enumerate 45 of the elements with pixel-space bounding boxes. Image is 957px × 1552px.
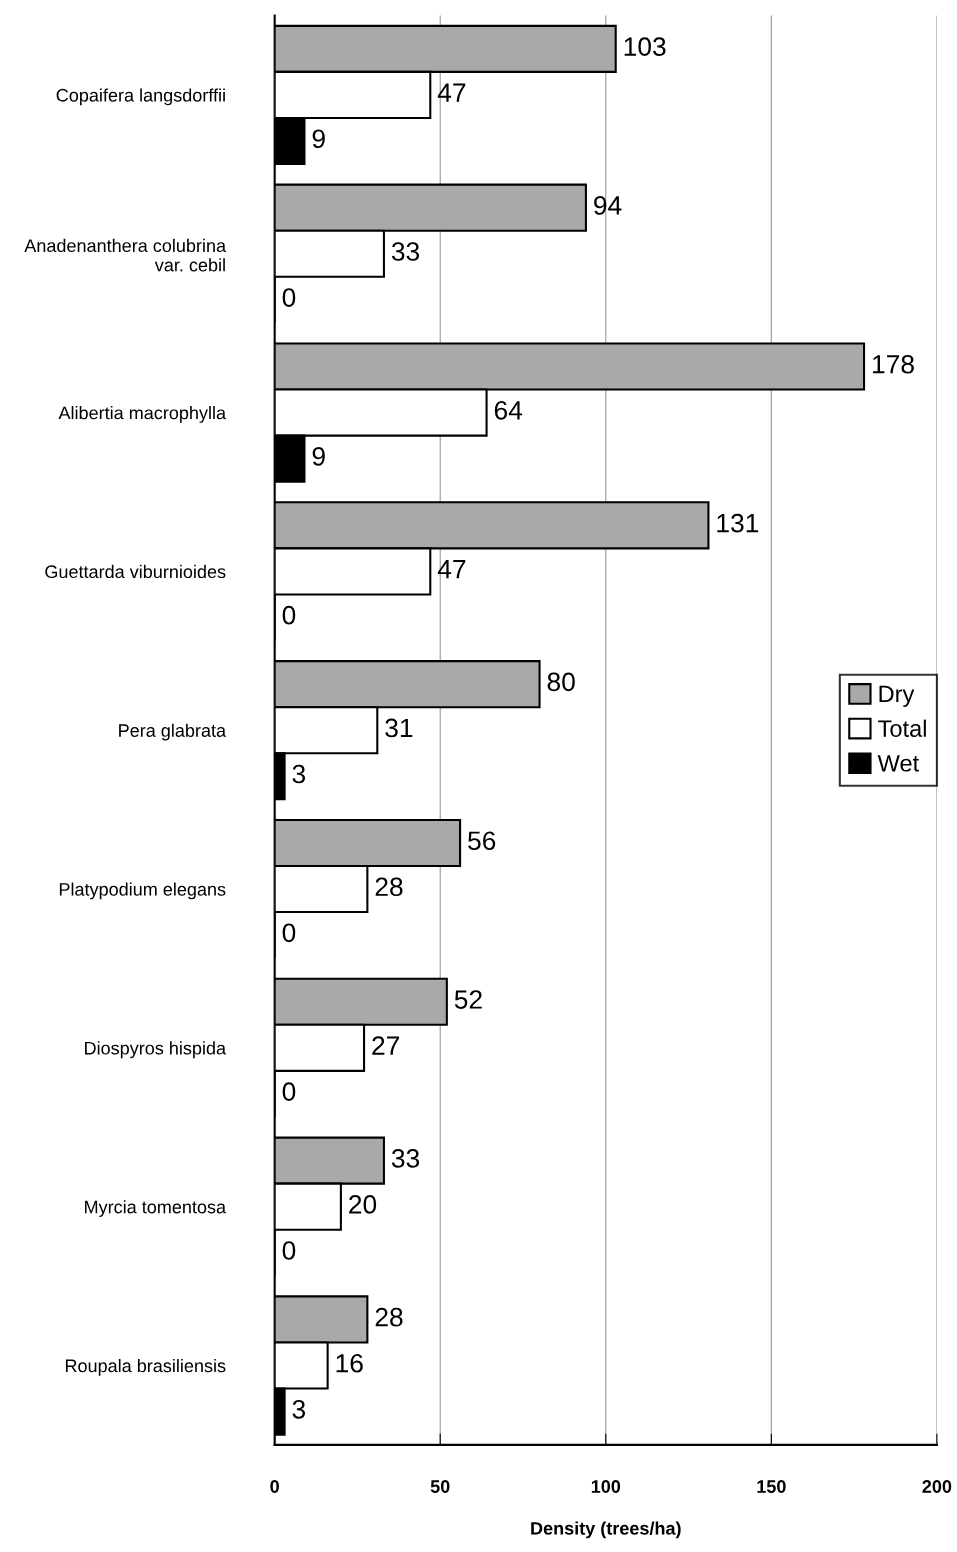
y-tick-label: Diospyros hispida bbox=[85, 1041, 227, 1059]
y-tick-label: Guettarda viburnioides bbox=[45, 564, 226, 579]
y-tick-label: Myrcia tomentosa bbox=[85, 1200, 227, 1217]
y-tick-label: Pera glabrata bbox=[119, 723, 227, 741]
y-tick-label: Platypodium elegans bbox=[59, 882, 226, 900]
data-label: 28 bbox=[375, 877, 403, 897]
y-tick-label: Copaifera langsdorffii bbox=[56, 88, 225, 106]
data-label: 31 bbox=[385, 718, 413, 738]
data-label: 47 bbox=[437, 560, 466, 579]
y-tick-label: Anadenanthera colubrina var. cebil bbox=[24, 238, 227, 272]
y-tick-label: Alibertia macrophylla bbox=[58, 406, 227, 423]
legend-label: Total bbox=[878, 719, 926, 737]
x-axis-title: Density (trees/ha) bbox=[531, 1521, 681, 1539]
data-label: 9 bbox=[312, 129, 325, 149]
data-label: 94 bbox=[594, 196, 622, 215]
data-label: 20 bbox=[349, 1195, 377, 1214]
data-label: 0 bbox=[282, 923, 296, 943]
data-label: 28 bbox=[375, 1307, 403, 1327]
data-label: 56 bbox=[468, 831, 496, 851]
data-label: 16 bbox=[336, 1353, 363, 1373]
data-label: 178 bbox=[873, 354, 914, 374]
x-tick-label: 200 bbox=[922, 1480, 952, 1493]
data-label: 47 bbox=[437, 83, 466, 102]
data-label: 0 bbox=[282, 1241, 296, 1260]
data-label: 103 bbox=[624, 37, 666, 56]
x-tick-label: 0 bbox=[270, 1480, 279, 1493]
data-label: 64 bbox=[494, 400, 523, 420]
data-label: 131 bbox=[717, 513, 759, 533]
data-label: 52 bbox=[454, 990, 482, 1009]
data-label: 0 bbox=[282, 288, 296, 307]
data-label: 0 bbox=[282, 605, 296, 625]
legend-label: Dry bbox=[879, 685, 915, 707]
x-tick-label: 100 bbox=[591, 1480, 621, 1493]
data-label: 3 bbox=[292, 1399, 306, 1419]
data-label: 3 bbox=[292, 764, 306, 784]
legend-label: Wet bbox=[877, 755, 919, 772]
data-label: 0 bbox=[282, 1082, 296, 1101]
data-label: 80 bbox=[547, 672, 575, 692]
x-tick-label: 50 bbox=[430, 1480, 450, 1493]
data-label: 33 bbox=[391, 1149, 420, 1168]
data-label: 33 bbox=[391, 242, 420, 261]
y-tick-label: Roupala brasiliensis bbox=[65, 1358, 226, 1376]
data-label: 9 bbox=[312, 447, 325, 466]
data-label: 27 bbox=[372, 1036, 400, 1055]
x-tick-label: 150 bbox=[757, 1480, 786, 1493]
